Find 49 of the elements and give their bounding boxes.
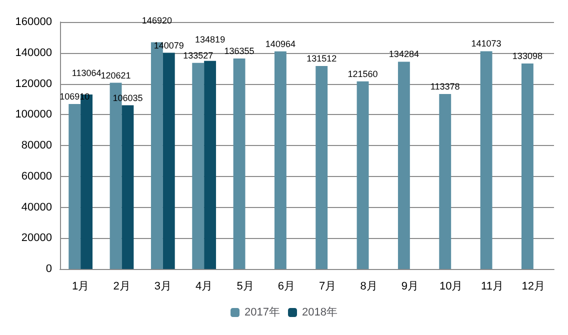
bar: [521, 64, 534, 269]
data-label: 141073: [471, 38, 502, 49]
x-tick-label: 5月: [236, 280, 254, 292]
y-tick-label: 20000: [21, 232, 52, 244]
bar: [192, 62, 204, 269]
bar: [122, 105, 134, 269]
x-tick-label: 8月: [360, 280, 378, 292]
y-tick-label: 100000: [15, 108, 52, 121]
x-tick-label: 2月: [113, 280, 130, 292]
x-tick-label: 11月: [481, 280, 504, 292]
x-tick-label: 10月: [439, 280, 463, 292]
legend-label: 2017年: [244, 306, 280, 318]
x-tick-label: 7月: [319, 280, 336, 292]
data-label: 140964: [265, 38, 296, 49]
legend-label: 2018年: [302, 306, 338, 318]
data-label: 131512: [306, 53, 337, 64]
y-tick-label: 40000: [21, 201, 52, 214]
bar: [356, 81, 369, 269]
bar: [68, 104, 81, 269]
y-tick-label: 80000: [21, 140, 52, 152]
x-tick-label: 1月: [72, 280, 90, 292]
x-tick-label: 12月: [522, 280, 546, 292]
y-tick-label: 120000: [15, 78, 52, 90]
y-tick-label: 160000: [15, 16, 52, 28]
x-tick-label: 3月: [154, 280, 172, 292]
bar: [274, 51, 286, 269]
bar: [233, 58, 246, 269]
data-label: 133527: [183, 50, 214, 60]
data-label: 113378: [430, 81, 460, 92]
data-label: 121560: [348, 68, 378, 79]
data-label: 133098: [512, 51, 542, 62]
x-tick-label: 6月: [278, 280, 295, 292]
bar: [316, 66, 328, 269]
data-label: 113064: [72, 68, 102, 78]
data-label: 146920: [142, 16, 172, 26]
y-tick-label: 60000: [21, 170, 52, 182]
x-tick-label: 9月: [401, 280, 418, 292]
bar: [398, 62, 410, 269]
data-label: 134284: [388, 49, 419, 60]
bar: [439, 94, 452, 269]
bar: [162, 52, 175, 269]
x-tick-label: 4月: [196, 280, 213, 292]
data-label: 120621: [100, 70, 131, 80]
y-tick-label: 140000: [15, 46, 52, 59]
y-tick-label: 0: [46, 263, 52, 275]
data-label: 136355: [224, 46, 254, 56]
bar: [480, 51, 492, 269]
data-label: 134819: [195, 34, 226, 44]
bar: [204, 60, 216, 269]
